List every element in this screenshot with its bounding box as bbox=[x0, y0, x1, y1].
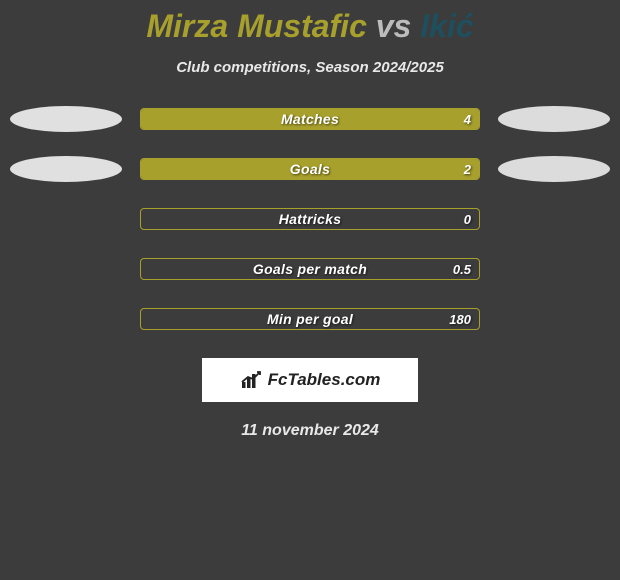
stat-value: 0 bbox=[464, 209, 471, 229]
stat-row: Matches4 bbox=[0, 106, 620, 132]
footer-date: 11 november 2024 bbox=[0, 422, 620, 440]
stat-row: Min per goal180 bbox=[0, 306, 620, 332]
stat-bar: Matches4 bbox=[140, 108, 480, 130]
chart-icon bbox=[240, 370, 264, 390]
subtitle: Club competitions, Season 2024/2025 bbox=[0, 59, 620, 76]
stat-bar: Goals per match0.5 bbox=[140, 258, 480, 280]
title-vs: vs bbox=[376, 8, 412, 44]
comparison-widget: Mirza Mustafic vs Ikić Club competitions… bbox=[0, 0, 620, 440]
page-title: Mirza Mustafic vs Ikić bbox=[0, 8, 620, 45]
player2-marker bbox=[498, 106, 610, 132]
player1-marker bbox=[10, 156, 122, 182]
stat-label: Hattricks bbox=[141, 209, 479, 229]
stat-bar: Min per goal180 bbox=[140, 308, 480, 330]
brand-box: FcTables.com bbox=[202, 358, 418, 402]
stat-value: 180 bbox=[449, 309, 471, 329]
player2-marker bbox=[498, 156, 610, 182]
stat-row: Goals per match0.5 bbox=[0, 256, 620, 282]
stat-label: Goals bbox=[141, 159, 479, 179]
player1-marker bbox=[10, 106, 122, 132]
stat-bar: Goals2 bbox=[140, 158, 480, 180]
stat-row: Goals2 bbox=[0, 156, 620, 182]
stat-value: 0.5 bbox=[453, 259, 471, 279]
stat-row: Hattricks0 bbox=[0, 206, 620, 232]
stat-value: 4 bbox=[464, 109, 471, 129]
stat-label: Goals per match bbox=[141, 259, 479, 279]
stat-bar: Hattricks0 bbox=[140, 208, 480, 230]
title-player2: Ikić bbox=[420, 8, 473, 44]
stat-value: 2 bbox=[464, 159, 471, 179]
stat-label: Matches bbox=[141, 109, 479, 129]
title-player1: Mirza Mustafic bbox=[146, 8, 366, 44]
stats-rows: Matches4Goals2Hattricks0Goals per match0… bbox=[0, 106, 620, 332]
stat-label: Min per goal bbox=[141, 309, 479, 329]
brand-text: FcTables.com bbox=[268, 370, 381, 390]
